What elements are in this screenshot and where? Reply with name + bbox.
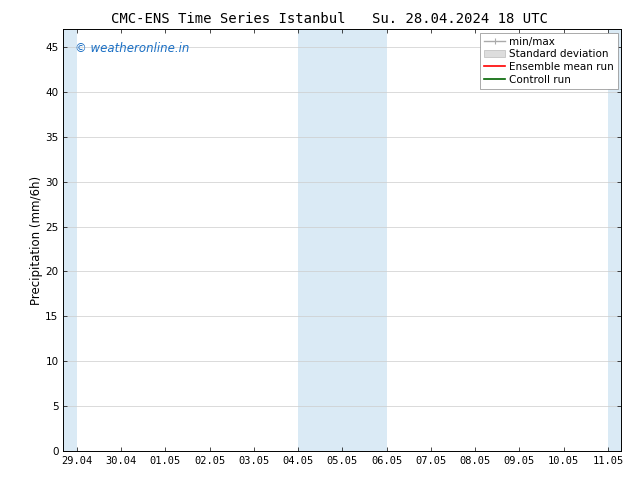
Legend: min/max, Standard deviation, Ensemble mean run, Controll run: min/max, Standard deviation, Ensemble me… xyxy=(480,32,618,89)
Text: CMC-ENS Time Series Istanbul: CMC-ENS Time Series Istanbul xyxy=(111,12,346,26)
Text: Su. 28.04.2024 18 UTC: Su. 28.04.2024 18 UTC xyxy=(372,12,548,26)
Bar xyxy=(61,29,77,451)
Bar xyxy=(608,29,623,451)
Bar xyxy=(342,29,387,451)
Y-axis label: Precipitation (mm/6h): Precipitation (mm/6h) xyxy=(30,175,42,305)
Bar xyxy=(298,29,342,451)
Text: © weatheronline.in: © weatheronline.in xyxy=(75,42,189,55)
